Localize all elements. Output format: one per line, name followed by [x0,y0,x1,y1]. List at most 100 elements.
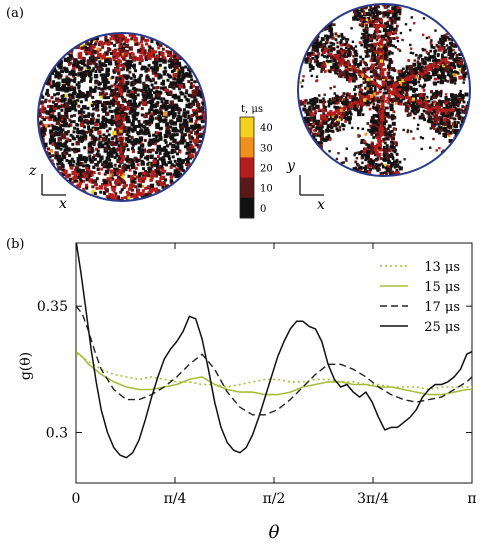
particle [181,125,185,129]
particle [331,114,335,118]
particle [101,45,105,49]
particle [123,196,127,200]
particle [385,106,388,110]
particle [319,121,323,125]
particle [126,155,130,159]
particle [300,55,303,58]
particle [74,166,80,171]
particle [376,56,380,60]
particle [314,49,318,52]
particle [327,104,331,108]
particle [437,45,441,49]
particle [377,24,381,28]
particle [48,141,52,145]
particle [336,105,339,109]
particle [339,47,343,51]
particle [319,43,323,46]
particle [187,80,191,84]
particle [75,149,79,152]
particle [359,83,363,87]
particle [445,32,449,36]
particle [96,37,100,41]
particle [76,168,81,173]
particle [462,128,465,132]
particle [353,88,356,91]
particle [72,130,76,134]
particle [104,106,108,110]
particle [445,116,449,120]
particle [91,114,95,118]
particle [387,71,391,75]
particle [173,159,177,163]
particle [82,70,86,74]
particle [443,76,446,80]
particle [376,36,380,40]
particle [322,63,327,68]
particle [425,50,429,54]
particle [389,145,393,149]
particle [98,70,102,73]
particle [447,134,451,138]
particle [370,162,375,167]
particle [105,161,108,165]
particle [341,71,346,76]
particle [116,105,121,109]
particle [137,178,143,183]
particle [448,37,451,41]
particle [372,119,377,124]
particle [457,39,461,42]
particle [154,142,157,146]
particle [346,78,349,82]
particle [132,73,136,77]
particle [152,109,156,113]
particle [120,83,126,88]
particle [421,57,424,61]
particle [359,55,362,59]
particle [365,157,368,160]
particle [330,117,334,120]
particle [116,40,120,44]
particle [389,98,393,102]
particle [399,95,403,99]
particle [389,17,392,21]
particle [139,89,143,92]
particle [52,105,58,110]
particle [89,77,93,81]
particle [309,112,314,117]
particle [182,111,187,116]
particle [392,98,397,102]
particle [328,137,332,141]
particle [100,120,104,124]
particle [143,130,148,136]
particle [472,94,475,97]
particle [156,159,160,163]
particle [174,173,179,179]
particle [115,133,119,137]
particle [144,69,148,73]
particle [441,108,445,112]
particle [117,164,122,168]
particle [104,182,109,187]
particle [151,148,155,152]
particle [164,148,168,152]
particle [119,92,124,96]
particle [391,121,396,126]
particle [366,150,371,155]
particle [90,40,93,43]
particle [344,68,349,73]
particle [389,81,394,86]
particle [54,104,58,108]
particle [405,65,410,70]
particle [92,67,96,71]
particle [402,74,407,79]
particle [116,127,120,131]
particle [120,171,124,175]
particle [147,143,151,147]
particle [99,143,105,149]
particle [376,75,381,80]
particle [174,141,178,145]
particle [123,166,128,172]
particle [162,79,165,83]
particle [121,56,125,60]
particle [373,79,377,83]
